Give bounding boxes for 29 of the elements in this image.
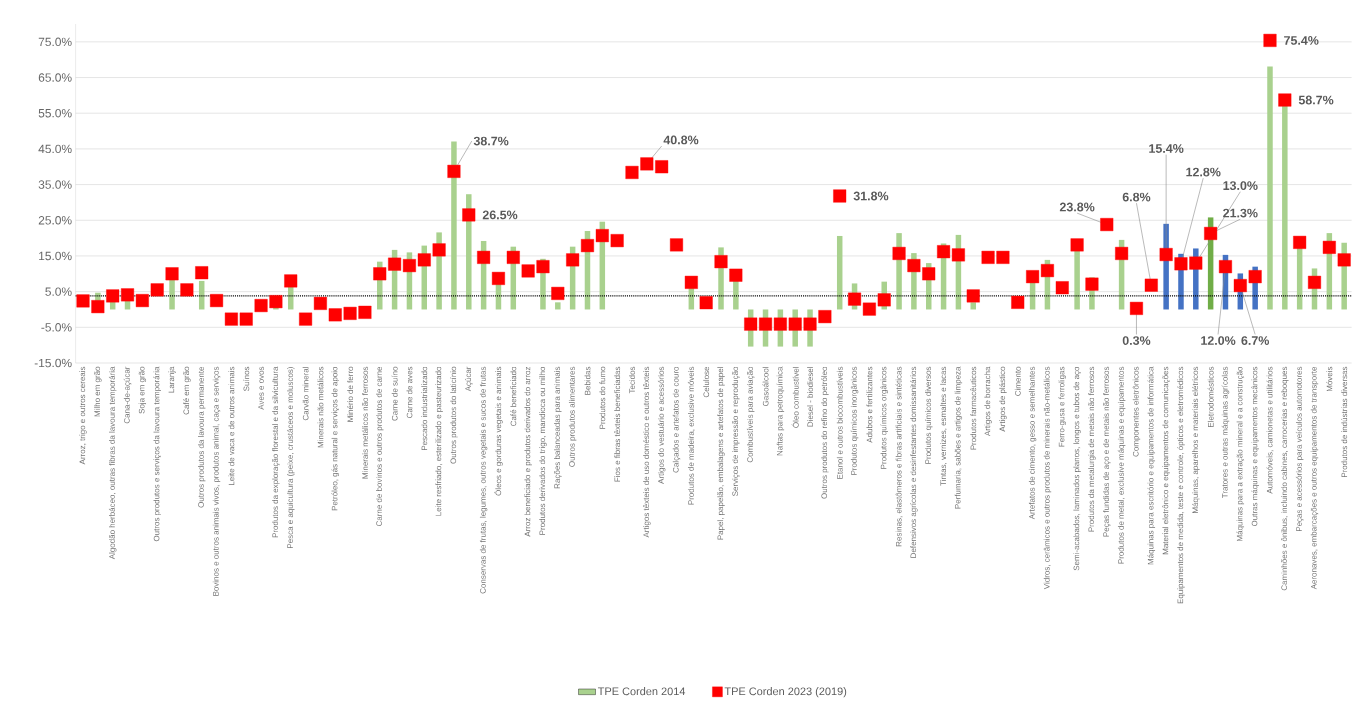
data-label: 21.3%: [1223, 208, 1258, 218]
data-label: 6.7%: [1241, 336, 1270, 345]
y-tick-label: 25.0%: [38, 216, 72, 225]
y-tick-label: 55.0%: [38, 108, 72, 118]
data-label: 31.8%: [853, 191, 889, 201]
legend-label: TPE Corden 2023 (2019): [724, 687, 847, 698]
y-tick-label: 5.0%: [45, 287, 72, 296]
data-label: 58.7%: [1298, 95, 1334, 105]
data-label: 12.0%: [1201, 336, 1236, 345]
data-label: 6.8%: [1122, 192, 1151, 202]
data-label: 0.3%: [1122, 336, 1151, 345]
legend-label: TPE Corden 2014: [597, 687, 686, 696]
data-label: 15.4%: [1149, 144, 1184, 153]
data-label: 40.8%: [663, 135, 699, 145]
y-tick-label: 75.0%: [38, 37, 72, 47]
y-tick-label: 65.0%: [38, 73, 72, 82]
data-label: 23.8%: [1059, 202, 1095, 212]
data-label: 26.5%: [482, 210, 518, 220]
data-label: 38.7%: [473, 136, 509, 146]
y-tick-label: 45.0%: [38, 144, 72, 154]
y-tick-label: 15.0%: [39, 251, 72, 261]
y-tick-label: -15.0%: [34, 358, 72, 368]
data-label: 75.4%: [1284, 36, 1319, 45]
bar: [555, 302, 561, 310]
data-label: 12.8%: [1186, 167, 1221, 177]
bar: [1267, 66, 1273, 310]
y-tick-label: 35.0%: [38, 180, 72, 189]
y-tick-label: -5.0%: [41, 323, 72, 332]
data-label: 13.0%: [1223, 181, 1258, 191]
